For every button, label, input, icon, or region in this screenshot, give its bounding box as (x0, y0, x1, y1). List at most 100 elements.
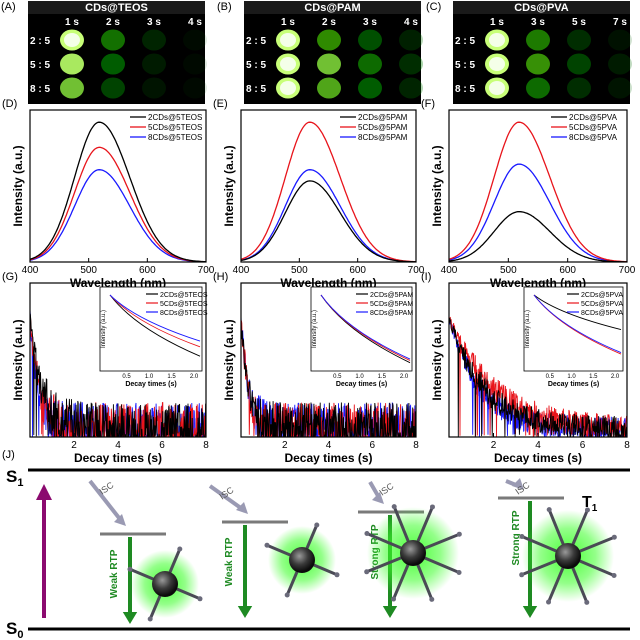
photo-sample-spot (317, 77, 341, 99)
t1-subscript: 1 (592, 503, 598, 514)
plot-frame (240, 109, 417, 263)
panel-label: (E) (213, 98, 228, 110)
polymer-node (546, 599, 552, 605)
rtp-label: Weak RTP (109, 549, 120, 598)
photo-ratio-label: 5 : 5 (30, 60, 50, 71)
polymer-node (127, 566, 133, 572)
polymer-node (456, 531, 462, 537)
photo-sample-spot (317, 53, 341, 75)
polymer-node (546, 507, 552, 513)
inset-y-label: Intensity (a.u.) (525, 310, 531, 348)
photo-ratio-label: 2 : 5 (455, 36, 475, 47)
photo-title-bar (28, 1, 205, 14)
x-tick-label: 600 (349, 265, 366, 276)
photo-ratio-label: 8 : 5 (30, 84, 50, 95)
inset-tick-label: 0.5 (333, 374, 342, 380)
y-axis-label: Intensity (a.u.) (11, 145, 25, 226)
y-axis-label: Intensity (a.u.) (430, 319, 444, 400)
photo-sample-spot (317, 29, 341, 51)
inset-frame (310, 286, 413, 372)
series-line (241, 180, 416, 262)
plot-panel: (I) 2 4 6 8 Decay times (s) Intensity (a.u.) 2C… (421, 271, 630, 465)
panel-label: (B) (217, 1, 232, 13)
series-line (241, 169, 416, 262)
carbon-dot-core (400, 540, 426, 566)
photo-panel: (A) CDs@TEOS 1 s 2 s 3 s 4 s 2 : 5 5 : 5 8 : 5 (1, 1, 207, 104)
photo-time-label: 1 s (281, 17, 295, 28)
photo-sample-spot (608, 77, 632, 99)
photo-sample-spot (526, 29, 550, 51)
x-tick-label: 8 (203, 440, 209, 451)
inset-tick-label: 1.5 (378, 374, 387, 380)
inset-tick-label: 1.0 (145, 374, 154, 380)
inset-curve (533, 294, 622, 354)
emission-arrow-head (382, 606, 398, 618)
polymer-node (147, 616, 153, 622)
series-line (449, 211, 627, 262)
x-axis-label: Decay times (s) (284, 451, 372, 465)
photo-sample-spot (567, 77, 591, 99)
x-tick-label: 600 (559, 265, 576, 276)
panel-label: (D) (2, 98, 17, 110)
photo-sample-core (489, 81, 505, 95)
inset-y-label: Intensity (a.u.) (101, 310, 107, 348)
x-tick-label: 700 (198, 265, 215, 276)
photo-sample-spot (608, 53, 632, 75)
inset-curve (320, 294, 411, 360)
inset-curve (109, 294, 201, 342)
inset-tick-label: 2.0 (611, 374, 620, 380)
inset-tick-label: 0.5 (546, 374, 555, 380)
photo-sample-core (280, 33, 296, 47)
photo-sample-spot (399, 53, 423, 75)
series-line (449, 121, 627, 262)
polymer-node (197, 596, 203, 602)
polymer-node (391, 596, 397, 602)
x-tick-label: 700 (619, 265, 636, 276)
x-tick-label: 500 (80, 265, 97, 276)
legend-label: 8CDs@5TEOS (160, 310, 208, 317)
legend-label: 2CDs@5PVA (581, 292, 623, 299)
carbon-dot-core (152, 571, 178, 597)
rtp-label: Weak RTP (224, 537, 235, 586)
legend-label: 5CDs@5PVA (581, 301, 623, 308)
photo-title: CDs@PAM (304, 2, 360, 14)
isc-arrow-head (236, 502, 248, 514)
x-tick-label: 6 (369, 440, 375, 451)
photo-sample-spot (608, 29, 632, 51)
photo-sample-spot (101, 29, 125, 51)
emission-arrow-head (522, 606, 538, 618)
photo-sample-spot (567, 29, 591, 51)
panel-label-j: (J) (2, 449, 15, 461)
series-trace (241, 318, 416, 437)
isc-label: ISC (97, 480, 115, 497)
carbon-dot-core (555, 543, 581, 569)
x-tick-label: 400 (233, 265, 250, 276)
photo-sample-spot (183, 53, 207, 75)
t1-label: T1 (582, 494, 598, 514)
series-line (30, 121, 206, 262)
polymer-node (364, 531, 370, 537)
rtp-label: Strong RTP (511, 510, 522, 565)
legend-label: 2CDs@5TEOS (148, 113, 202, 122)
x-tick-label: 2 (282, 440, 288, 451)
isc-arrow-head (372, 492, 384, 504)
s0-label: S0 (6, 619, 23, 640)
photo-sample-spot (399, 77, 423, 99)
isc-arrow-shaft (88, 479, 125, 525)
photo-sample-spot (567, 53, 591, 75)
photo-sample-core (64, 33, 80, 47)
isc-label: ISC (377, 481, 395, 498)
plot-frame (29, 109, 207, 263)
legend-label: 5CDs@5TEOS (160, 301, 208, 308)
plot-panel: (H) 2 4 6 8 Decay times (s) Intensity (a.u.) 2C… (213, 271, 419, 465)
photo-time-label: 7 s (613, 17, 627, 28)
series-line (30, 169, 206, 262)
x-tick-label: 8 (413, 440, 419, 451)
legend-label: 2CDs@5PAM (358, 113, 408, 122)
photo-time-label: 3 s (147, 17, 161, 28)
